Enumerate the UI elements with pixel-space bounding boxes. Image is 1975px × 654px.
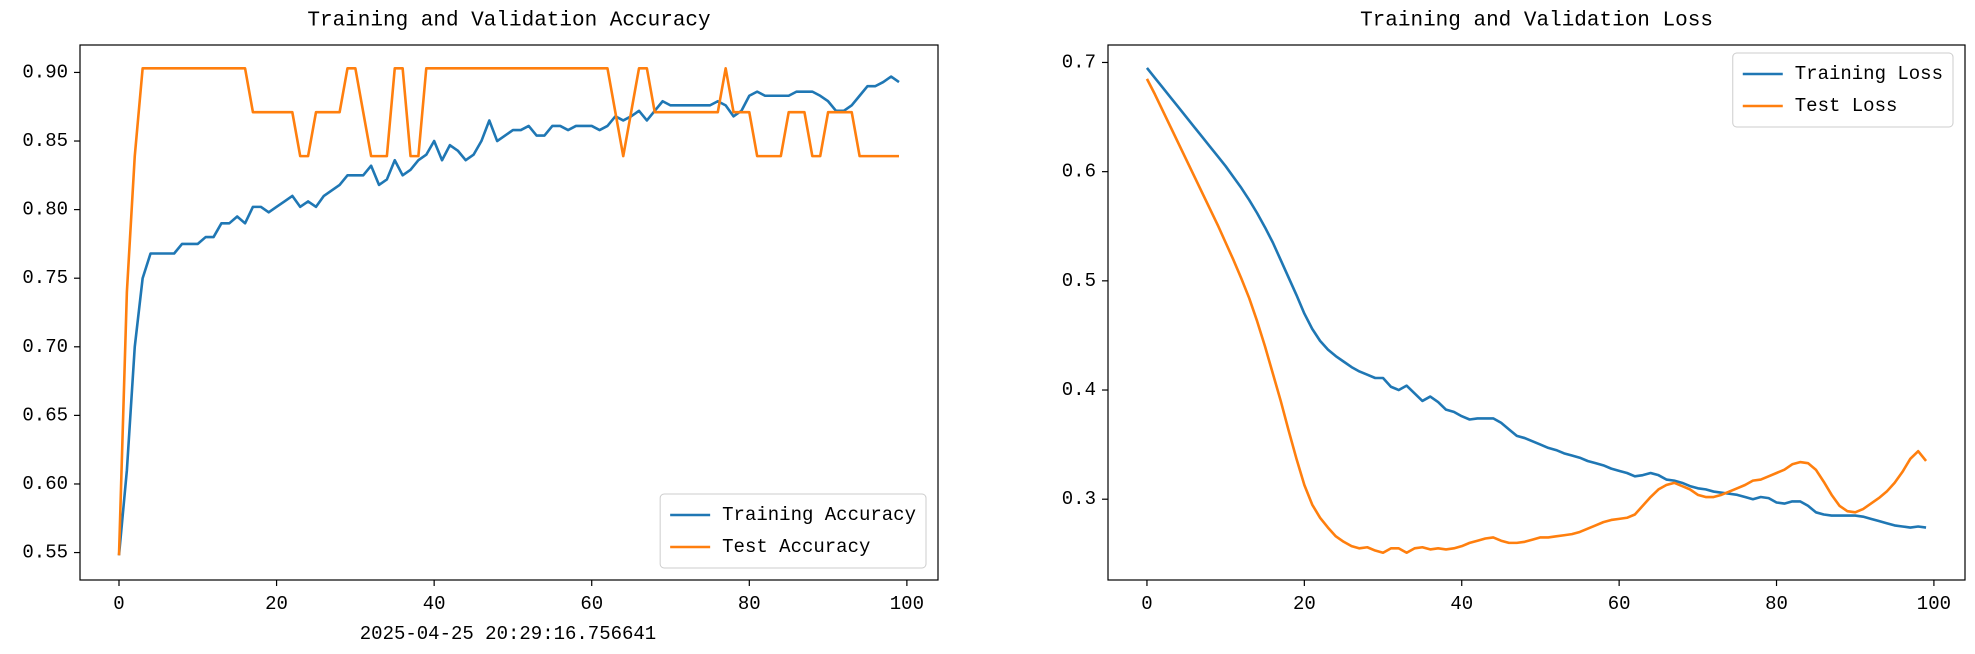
- x-tick-label: 40: [1450, 593, 1473, 615]
- data-line: [1145, 78, 1928, 554]
- y-tick-label: 0.5: [1062, 270, 1096, 292]
- plot-frame: [1107, 44, 1966, 581]
- legend-box: [1732, 52, 1954, 128]
- x-tick-label: 100: [1917, 593, 1951, 615]
- data-line: [1145, 67, 1927, 529]
- x-tick-label: 0: [1141, 593, 1152, 615]
- legend-label: Training Accuracy: [722, 504, 916, 526]
- y-tick-label: 0.4: [1062, 379, 1096, 401]
- legend-box: [659, 493, 927, 569]
- y-tick-label: 0.3: [1062, 488, 1096, 510]
- x-tick-label: 60: [1608, 593, 1631, 615]
- x-tick-label: 80: [738, 593, 761, 615]
- legend-label: Test Accuracy: [722, 536, 870, 558]
- x-tick-label: 0: [113, 593, 124, 615]
- y-tick-label: 0.70: [22, 336, 68, 358]
- data-line: [117, 75, 900, 556]
- x-tick-label: 100: [890, 593, 924, 615]
- y-tick-label: 0.90: [22, 61, 68, 83]
- y-tick-label: 0.7: [1062, 51, 1096, 73]
- data-line: [117, 67, 899, 556]
- x-tick-label: 20: [265, 593, 288, 615]
- y-tick-label: 0.80: [22, 199, 68, 221]
- y-tick-label: 0.65: [22, 404, 68, 426]
- y-tick-label: 0.60: [22, 473, 68, 495]
- chart-title: Training and Validation Loss: [1360, 10, 1713, 33]
- x-tick-label: 40: [423, 593, 446, 615]
- y-tick-label: 0.6: [1062, 161, 1096, 183]
- x-tick-label: 60: [580, 593, 603, 615]
- legend-label: Test Loss: [1795, 95, 1898, 117]
- plot-frame: [79, 44, 939, 581]
- chart-title: Training and Validation Accuracy: [307, 10, 710, 33]
- x-tick-label: 20: [1293, 593, 1316, 615]
- y-tick-label: 0.75: [22, 267, 68, 289]
- legend-label: Training Loss: [1795, 63, 1943, 85]
- y-tick-label: 0.55: [22, 542, 68, 564]
- x-tick-label: 80: [1765, 593, 1788, 615]
- timestamp: 2025-04-25 20:29:16.756641: [360, 623, 656, 645]
- y-tick-label: 0.85: [22, 130, 68, 152]
